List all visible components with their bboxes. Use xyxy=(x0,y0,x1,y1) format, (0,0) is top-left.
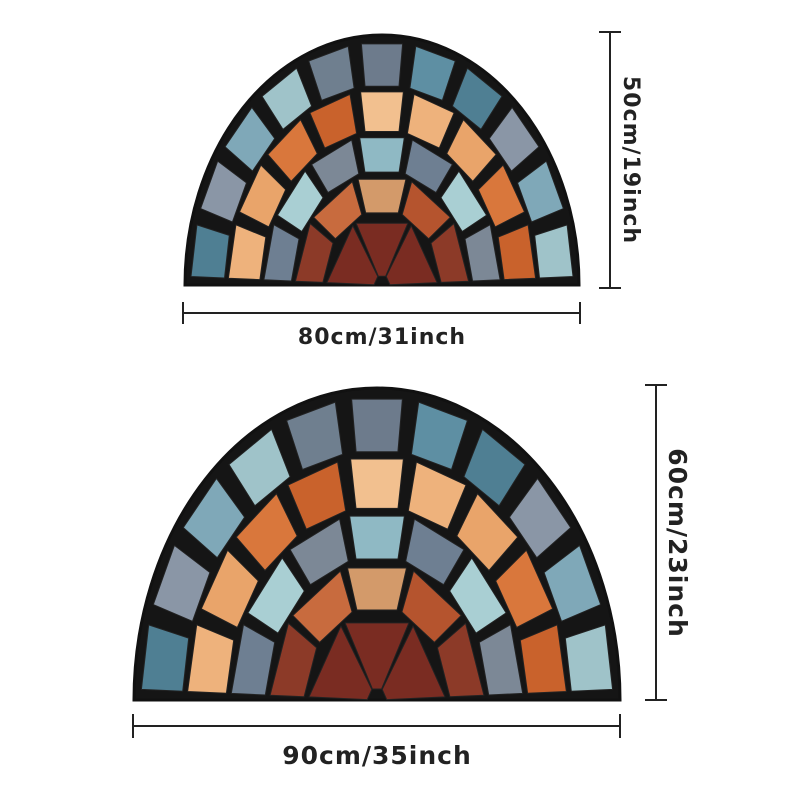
mosaic-tile xyxy=(449,557,507,634)
mosaic-tile xyxy=(488,106,540,172)
dimension-height-large: 60cm/23inch xyxy=(645,384,692,701)
mosaic-tile xyxy=(190,224,230,279)
mosaic-tile xyxy=(359,137,405,173)
mosaic-tile xyxy=(228,428,291,507)
mosaic-tile xyxy=(381,625,446,701)
mosaic-tile xyxy=(464,224,501,282)
dimension-width-small: 80cm/31inch xyxy=(182,302,581,350)
mosaic-tile xyxy=(543,544,602,622)
mosaic-tile xyxy=(360,43,404,87)
mosaic-tile xyxy=(313,181,363,240)
mosaic-tile xyxy=(351,398,403,453)
mosaic-tile xyxy=(344,622,410,690)
mosaic-tile xyxy=(350,458,404,509)
mosaic-tile xyxy=(451,67,503,130)
mosaic-tile xyxy=(294,223,334,283)
dimension-height-small: 50cm/19inch xyxy=(599,31,643,289)
mosaic-tile xyxy=(308,625,373,701)
mosaic-tile xyxy=(440,170,488,232)
mosaic-tile xyxy=(508,477,572,559)
mosaic-tile xyxy=(311,139,360,194)
mosaic-tile xyxy=(289,518,349,586)
mosaic-tile xyxy=(401,181,451,240)
mosaic-tile xyxy=(309,93,358,149)
mosaic-tile xyxy=(227,224,267,281)
mosaic-tile xyxy=(497,224,537,281)
mosaic-tile xyxy=(287,461,347,530)
mosaic-tile xyxy=(534,224,574,279)
mosaic-tile xyxy=(564,624,614,692)
mosaic-tile xyxy=(269,622,318,698)
mosaic-tile xyxy=(200,160,247,223)
mosaic-tile xyxy=(409,45,456,101)
mosaic-tile xyxy=(347,567,407,611)
mosaic-tile xyxy=(182,477,246,559)
mosaic-tile xyxy=(436,622,485,698)
mosaic-tile xyxy=(187,624,235,694)
mosaic-tile xyxy=(224,106,276,172)
mosaic-tile xyxy=(235,493,298,571)
mosaic-tile xyxy=(349,515,405,560)
mosaic-tile xyxy=(519,624,567,694)
width-label: 80cm/31inch xyxy=(298,325,466,350)
mosaic-tile xyxy=(357,178,407,214)
mosaic-tile xyxy=(267,119,318,182)
mosaic-tile xyxy=(404,139,453,194)
mosaic-tile xyxy=(261,67,313,130)
mat-small xyxy=(183,33,581,287)
mosaic-tile xyxy=(360,91,404,132)
mosaic-tile xyxy=(263,224,300,282)
mosaic-tile xyxy=(152,544,211,622)
mosaic-tile xyxy=(292,570,353,643)
dimension-width-large: 90cm/35inch xyxy=(132,714,621,770)
mosaic-tile xyxy=(276,170,324,232)
mosaic-tile xyxy=(286,401,344,470)
mosaic-tile xyxy=(140,624,190,692)
mosaic-tile xyxy=(477,164,525,228)
mosaic-tile xyxy=(446,119,497,182)
mosaic-tile xyxy=(247,557,305,634)
mosaic-tile xyxy=(230,624,276,696)
mosaic-tile xyxy=(326,225,379,286)
mosaic-tile xyxy=(401,570,462,643)
mosaic-tile xyxy=(456,493,519,571)
mosaic-tile xyxy=(407,461,467,530)
mosaic-tile xyxy=(430,223,470,283)
mosaic-tile xyxy=(478,624,524,696)
height-label: 60cm/23inch xyxy=(663,448,692,638)
mosaic-tile xyxy=(405,518,465,586)
mosaic-tile xyxy=(385,225,438,286)
mosaic-tile xyxy=(495,549,554,628)
mosaic-tile xyxy=(355,222,409,277)
mat-large xyxy=(132,386,622,702)
mosaic-tile xyxy=(406,93,455,149)
mosaic-tile xyxy=(463,428,526,507)
mosaic-tile xyxy=(517,160,564,223)
mosaic-tile xyxy=(308,45,355,101)
width-label: 90cm/35inch xyxy=(282,741,472,770)
height-label: 50cm/19inch xyxy=(618,76,643,244)
mosaic-tile xyxy=(410,401,468,470)
mosaic-tile xyxy=(200,549,259,628)
mosaic-tile xyxy=(239,164,287,228)
